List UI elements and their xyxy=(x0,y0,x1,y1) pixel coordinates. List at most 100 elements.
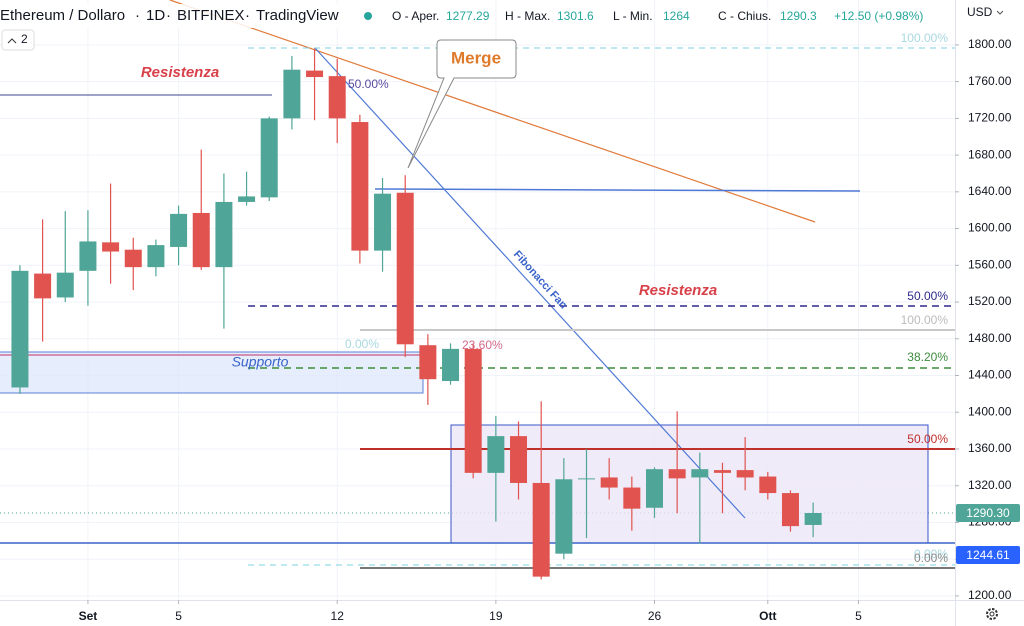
ohlc-label: O - Aper. xyxy=(392,9,439,23)
y-tick-label: 1760.00 xyxy=(968,74,1012,88)
candle-body xyxy=(532,482,550,577)
level-line xyxy=(374,188,861,192)
range-box xyxy=(450,424,929,544)
chevron xyxy=(7,38,17,44)
candle-body xyxy=(419,345,437,380)
drawings xyxy=(0,0,955,569)
y-tick-label: 1440.00 xyxy=(968,368,1012,382)
candle-body xyxy=(102,242,120,252)
ohlc-value: 1277.29 xyxy=(446,9,490,23)
candle-body xyxy=(238,196,256,202)
y-tick-label: 1720.00 xyxy=(968,111,1012,125)
settings[interactable] xyxy=(986,608,998,620)
candle-body xyxy=(11,270,29,388)
x-tick-label: Ott xyxy=(759,609,776,623)
gear-icon[interactable] xyxy=(986,608,998,620)
y-tick-label: 1320.00 xyxy=(968,478,1012,492)
candle-body xyxy=(351,122,369,251)
y-tick-label: 1400.00 xyxy=(968,404,1012,418)
support-box xyxy=(0,351,424,394)
fib-fan-line xyxy=(314,47,746,519)
ohlc-change: +12.50 (+0.98%) xyxy=(834,9,923,23)
candle-body xyxy=(578,478,596,480)
price-badges: 1290.30 1244.61 xyxy=(956,503,1020,564)
currency[interactable]: USD xyxy=(967,5,993,19)
status-dot xyxy=(364,12,372,20)
annotation: Supporto xyxy=(232,354,289,370)
fib-label: 100.00% xyxy=(901,31,949,45)
header-bg xyxy=(0,4,385,28)
x-tick-label: Set xyxy=(79,609,98,623)
trend-line xyxy=(169,0,816,223)
candle-body xyxy=(804,512,822,525)
price-badge xyxy=(956,503,1020,522)
ohlc-value: 1301.6 xyxy=(557,9,594,23)
price-badge-label: 1244.61 xyxy=(966,548,1010,562)
candle-body xyxy=(56,272,74,298)
fib-label: 0.00% xyxy=(914,547,948,561)
fib-label: 38.20% xyxy=(907,350,948,364)
y-tick-label: 1600.00 xyxy=(968,221,1012,235)
y-tick-label: 1800.00 xyxy=(968,37,1012,51)
ohlc-label: H - Max. xyxy=(505,9,550,23)
x-tick-label: 5 xyxy=(855,609,862,623)
ohlc-value: 1264 xyxy=(663,9,690,23)
symbol: Ethereum / Dollaro xyxy=(0,7,125,24)
y-tick-label: 1640.00 xyxy=(968,184,1012,198)
annotation: Resistenza xyxy=(639,282,717,299)
y-tick-label: 1560.00 xyxy=(968,257,1012,271)
x-tick-label: 12 xyxy=(331,609,345,623)
indicator-count: 2 xyxy=(21,32,28,46)
fib-label: 50.00% xyxy=(348,77,389,91)
ohlc-label: L - Min. xyxy=(613,9,653,23)
y-tick-label: 1520.00 xyxy=(968,294,1012,308)
candle-body xyxy=(555,479,573,554)
candle-body xyxy=(442,348,460,382)
candle-body xyxy=(306,70,324,78)
candle-body xyxy=(736,470,754,478)
annotation: Merge xyxy=(451,48,501,67)
sep: · xyxy=(245,7,250,24)
fib-label: 0.00% xyxy=(345,337,379,351)
sep: · xyxy=(135,7,140,24)
x-tick-label: 19 xyxy=(489,609,503,623)
gear-hub xyxy=(989,611,995,617)
merge-callout xyxy=(407,39,517,169)
candles xyxy=(11,48,822,580)
candle-body xyxy=(192,212,210,268)
candle-body xyxy=(510,436,528,483)
candle-body xyxy=(600,477,618,488)
candle-body xyxy=(79,241,97,271)
fib-label: 23.60% xyxy=(462,338,503,352)
candle-body xyxy=(623,487,641,509)
ohlc-label: C - Chius. xyxy=(718,9,771,23)
exchange: BITFINEX xyxy=(177,7,245,24)
y-tick-label: 1360.00 xyxy=(968,441,1012,455)
y-tick-label: 1680.00 xyxy=(968,147,1012,161)
candle-body xyxy=(396,192,414,345)
sep: · xyxy=(166,7,171,24)
candle-body xyxy=(691,469,709,478)
candle-body xyxy=(487,436,505,473)
candle-body xyxy=(464,348,482,473)
candle-body xyxy=(124,249,142,268)
x-tick-label: 26 xyxy=(648,609,662,623)
fib-label: 50.00% xyxy=(907,432,948,446)
header: Ethereum / Dollaro 1D BITFINEX TradingVi… xyxy=(0,4,923,51)
price-badge-label: 1290.30 xyxy=(966,506,1010,520)
x-tick-label: 5 xyxy=(175,609,182,623)
candle-body xyxy=(215,201,233,268)
chevron xyxy=(996,10,1004,15)
candle-body xyxy=(328,76,346,119)
interval: 1D xyxy=(146,7,165,24)
candle-body xyxy=(713,470,731,473)
x-axis: Set 5 12 19 26 Ott 5 xyxy=(79,600,862,623)
fib-label: 0.00% xyxy=(914,551,948,565)
fib-label: 50.00% xyxy=(907,289,948,303)
indicators-toggle[interactable] xyxy=(1,29,35,51)
price-badge xyxy=(956,545,1020,564)
ohlc-value: 1290.3 xyxy=(780,9,817,23)
candle-body xyxy=(260,118,278,198)
